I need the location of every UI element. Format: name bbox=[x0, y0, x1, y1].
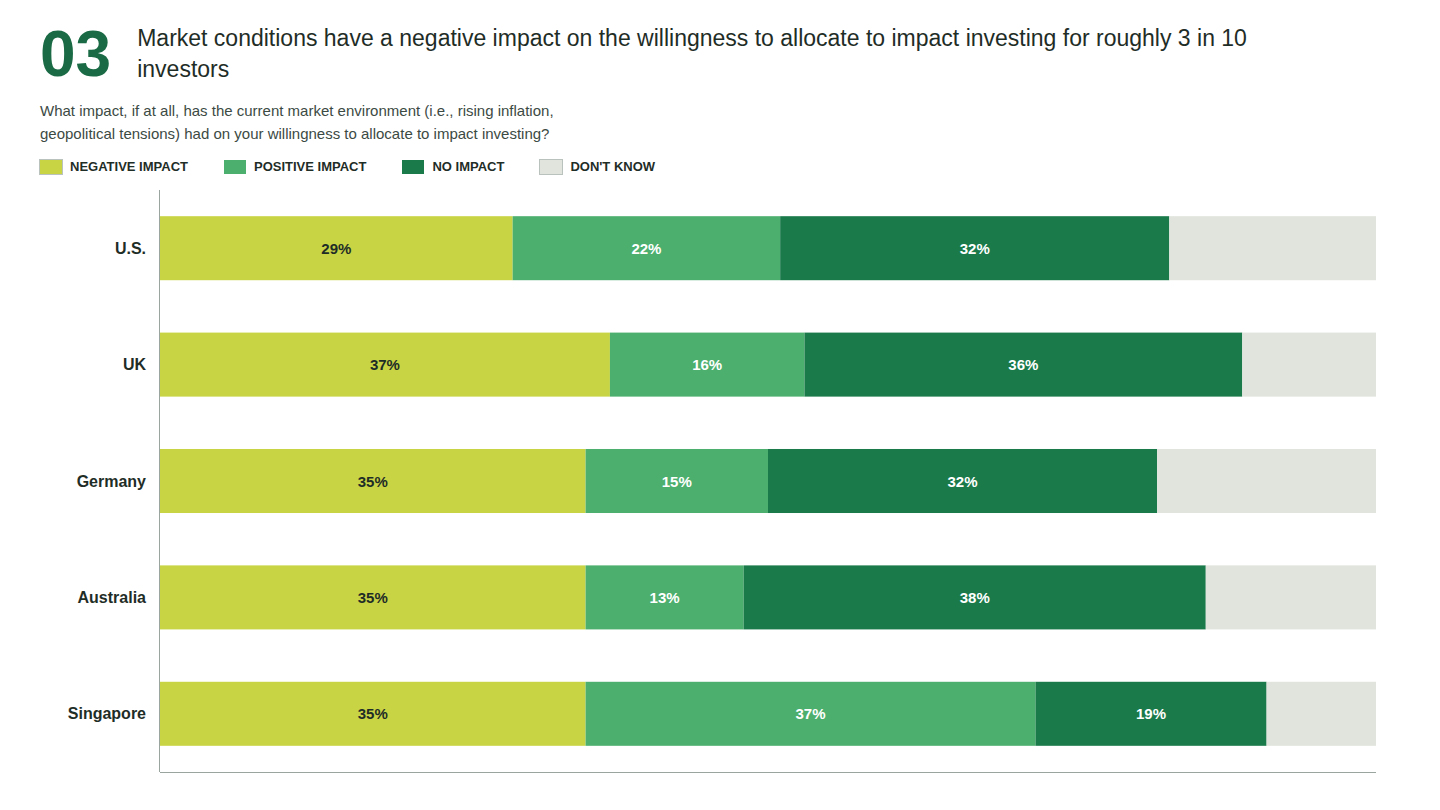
legend-label: NO IMPACT bbox=[432, 159, 504, 174]
bar-segment bbox=[1242, 333, 1376, 397]
bar-segment bbox=[804, 333, 1242, 397]
data-label: 38% bbox=[960, 589, 990, 606]
legend: NEGATIVE IMPACT POSITIVE IMPACT NO IMPACT D… bbox=[40, 159, 1400, 174]
data-label: 29% bbox=[321, 240, 351, 257]
bar-segment bbox=[160, 216, 513, 280]
data-label: 37% bbox=[370, 356, 400, 373]
legend-swatch bbox=[540, 160, 562, 174]
legend-item: POSITIVE IMPACT bbox=[224, 159, 366, 174]
bar-segment bbox=[586, 449, 768, 513]
header: 03 Market conditions have a negative impa… bbox=[40, 22, 1400, 86]
bar-segment bbox=[780, 216, 1169, 280]
legend-label: DON'T KNOW bbox=[570, 159, 655, 174]
bar-segment bbox=[160, 682, 586, 746]
data-label: 15% bbox=[662, 473, 692, 490]
bar-segment bbox=[1206, 565, 1376, 629]
page: 03 Market conditions have a negative impa… bbox=[0, 0, 1440, 794]
data-label: 13% bbox=[650, 589, 680, 606]
legend-swatch bbox=[402, 160, 424, 174]
category-label: Singapore bbox=[68, 705, 146, 722]
legend-item: NEGATIVE IMPACT bbox=[40, 159, 188, 174]
data-label: 35% bbox=[358, 589, 388, 606]
legend-swatch bbox=[224, 160, 246, 174]
data-label: 37% bbox=[796, 705, 826, 722]
annotation: 03 bbox=[40, 22, 111, 86]
data-label: 32% bbox=[948, 473, 978, 490]
chart: 29% 22% 32% 37% 16% 36% 35% 15% 32% 35% 13% 38% 35% 3… bbox=[40, 178, 1400, 794]
data-label: 36% bbox=[1008, 356, 1038, 373]
data-label: 35% bbox=[358, 705, 388, 722]
category-label: UK bbox=[123, 356, 147, 373]
data-label: 32% bbox=[960, 240, 990, 257]
bar-segment bbox=[160, 565, 586, 629]
bar-segment bbox=[1157, 449, 1376, 513]
bar-segment bbox=[586, 682, 1036, 746]
legend-swatch bbox=[40, 160, 62, 174]
category-label: Germany bbox=[77, 473, 146, 490]
bar-segment bbox=[768, 449, 1157, 513]
title: Market conditions have a negative impact… bbox=[137, 23, 1287, 85]
data-labels: 29% 22% 32% 37% 16% 36% 35% 15% 32% 35% 13% 38% 35% 3… bbox=[321, 240, 1166, 723]
bar-segment bbox=[1169, 216, 1376, 280]
bar-segment bbox=[586, 565, 744, 629]
bar-segment bbox=[744, 565, 1206, 629]
legend-item: NO IMPACT bbox=[402, 159, 504, 174]
bars bbox=[160, 216, 1376, 746]
legend-label: POSITIVE IMPACT bbox=[254, 159, 366, 174]
bar-segment bbox=[513, 216, 781, 280]
data-label: 22% bbox=[631, 240, 661, 257]
bar-segment bbox=[160, 333, 610, 397]
legend-item: DON'T KNOW bbox=[540, 159, 655, 174]
legend-label: NEGATIVE IMPACT bbox=[70, 159, 188, 174]
data-label: 35% bbox=[358, 473, 388, 490]
data-label: 19% bbox=[1136, 705, 1166, 722]
bar-segment bbox=[1267, 682, 1376, 746]
bar-segment bbox=[160, 449, 586, 513]
category-label: Australia bbox=[78, 589, 147, 606]
x-axis-line bbox=[160, 772, 1376, 773]
bar-segment bbox=[610, 333, 805, 397]
subtitle: What impact, if at all, has the current … bbox=[40, 100, 1400, 145]
bar-segment bbox=[1036, 682, 1267, 746]
y-axis-line bbox=[159, 190, 160, 772]
data-label: 16% bbox=[692, 356, 722, 373]
category-label: U.S. bbox=[115, 240, 146, 257]
